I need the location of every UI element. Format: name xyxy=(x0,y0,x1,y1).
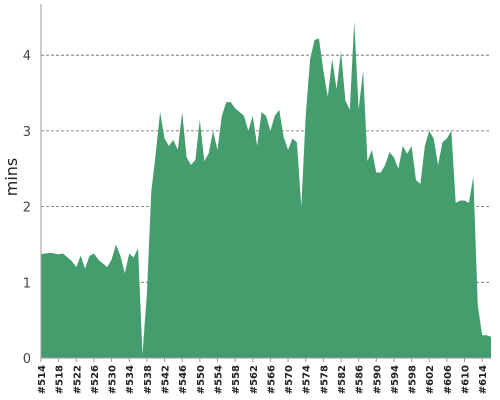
x-tick-label-518: #518 xyxy=(55,365,66,394)
x-tick-label-602: #602 xyxy=(425,365,436,394)
x-tick-label-530: #530 xyxy=(108,365,119,394)
x-tick-label-614: #614 xyxy=(478,365,489,394)
y-axis-label: mins xyxy=(2,158,21,197)
x-tick-label-562: #562 xyxy=(249,365,260,394)
x-tick-label-610: #610 xyxy=(461,365,472,394)
x-tick-label-514: #514 xyxy=(37,365,48,394)
x-tick-labels: #514 #518 #522 #526 #530 #534 #538 #542 #546 #550… xyxy=(37,358,489,394)
y-tick-label-4: 4 xyxy=(23,49,31,64)
x-tick-label-526: #526 xyxy=(90,365,101,394)
x-tick-label-542: #542 xyxy=(161,365,172,394)
x-tick-label-574: #574 xyxy=(302,365,313,394)
x-tick-label-598: #598 xyxy=(408,365,419,394)
x-tick-label-606: #606 xyxy=(443,365,454,394)
x-tick-label-550: #550 xyxy=(196,365,207,394)
y-tick-label-0: 0 xyxy=(23,352,31,367)
x-tick-label-570: #570 xyxy=(284,365,295,394)
y-tick-label-3: 3 xyxy=(23,125,31,140)
x-tick-label-578: #578 xyxy=(319,365,330,394)
y-tick-label-2: 2 xyxy=(23,201,31,216)
x-tick-label-538: #538 xyxy=(143,365,154,394)
series-area-layer xyxy=(41,21,491,358)
x-tick-label-582: #582 xyxy=(337,365,348,394)
x-tick-label-586: #586 xyxy=(355,365,366,394)
x-tick-label-554: #554 xyxy=(213,365,224,394)
x-tick-label-534: #534 xyxy=(125,365,136,394)
x-tick-label-594: #594 xyxy=(390,365,401,394)
x-tick-label-566: #566 xyxy=(266,365,277,394)
x-tick-label-590: #590 xyxy=(372,365,383,394)
y-tick-label-1: 1 xyxy=(23,276,31,291)
series-area xyxy=(41,21,491,358)
x-tick-label-546: #546 xyxy=(178,365,189,394)
x-tick-label-558: #558 xyxy=(231,365,242,394)
axes xyxy=(40,4,491,359)
y-tick-labels: 0 1 2 3 4 xyxy=(23,49,31,367)
x-tick-label-522: #522 xyxy=(72,365,83,394)
